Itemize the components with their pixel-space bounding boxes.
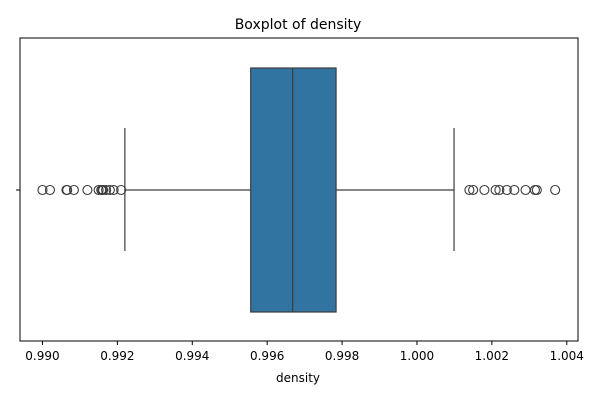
outlier-point [490,184,501,196]
outlier-point [468,184,479,196]
outlier-point [104,184,115,196]
outlier-point [494,184,505,196]
x-tick-label: 1.004 [550,349,584,363]
outlier-point [479,184,490,196]
outlier-point [531,184,542,196]
outlier-point [108,184,119,196]
outlier-point [98,184,109,196]
x-tick-label: 1.002 [475,349,509,363]
outlier-point [101,184,112,196]
x-tick-label: 0.994 [175,349,209,363]
plot-area [19,37,579,342]
x-tick-label: 0.998 [325,349,359,363]
outlier-point [44,184,56,196]
chart-title: Boxplot of density [235,17,362,33]
x-axis-label: density [276,371,320,385]
iqr-box [250,67,337,313]
outlier-point [37,184,48,196]
x-tick-label: 1.000 [400,349,434,363]
x-tick-label: 0.992 [100,349,134,363]
outlier-point [509,184,520,196]
outlier-point [501,184,512,196]
x-axis: 0.990 0.992 0.994 0.996 0.998 1.000 1.002 1.004 [16,189,584,363]
outlier-point [93,184,104,196]
outlier-point [116,184,127,196]
x-tick-label: 0.996 [250,349,284,363]
outlier-point [550,184,561,196]
outlier-point [464,184,475,196]
outlier-point [520,184,531,196]
x-tick-label: 0.990 [25,349,59,363]
outlier-point [62,184,73,196]
outlier-point [82,184,93,196]
outlier-point [68,184,79,196]
